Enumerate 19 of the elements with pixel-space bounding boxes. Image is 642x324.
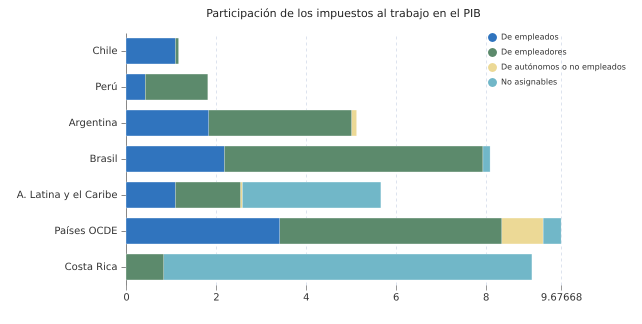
y-tick-label: Brasil [90,154,118,165]
x-tick-label: 0 [123,292,130,304]
legend-label: De autónomos o no empleados [501,62,626,72]
chart-title: Participación de los impuestos al trabajo en el PIB [206,7,481,20]
x-tick-label: 8 [482,292,490,304]
y-tick-label: Argentina [68,118,118,129]
x-tick-label: 6 [393,292,400,304]
x-tick-label: 9.67668 [540,292,582,304]
legend-label: De empleadores [501,48,567,56]
x-tick-label: 2 [213,292,220,304]
y-tick-label: A. Latina y el Caribe [16,190,118,201]
y-tick-label: Países OCDE [54,226,118,237]
y-tick-label: Perú [95,82,118,93]
legend-label: De empleados [501,32,559,42]
legend-label: No asignables [501,78,558,86]
x-tick-label: 4 [303,292,310,304]
y-tick-label: Costa Rica [64,262,118,273]
bar [126,38,176,64]
y-tick-label: Chile [92,46,118,57]
